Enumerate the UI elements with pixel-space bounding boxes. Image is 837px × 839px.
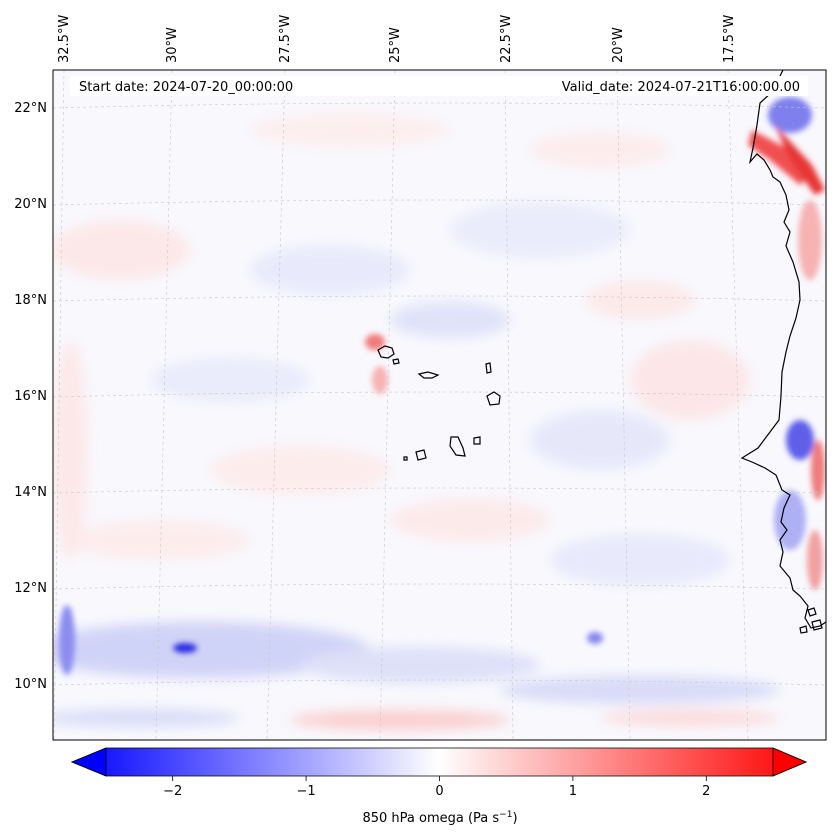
island-brava — [403, 456, 408, 461]
omega-blobs — [53, 112, 780, 730]
lon-label: 32.5°W — [57, 15, 72, 63]
africa-coastline — [740, 70, 826, 629]
latitude-labels: 22°N 20°N 18°N 16°N 14°N 12°N 10°N — [14, 101, 47, 692]
omega-strong-features — [59, 97, 825, 675]
colorbar-label-end: ) — [512, 811, 517, 826]
island-sao-vicente — [392, 358, 400, 365]
header-box — [70, 76, 808, 96]
islands-bijagos — [799, 607, 823, 634]
colorbar-body — [70, 747, 808, 777]
colorbar: −2 −1 0 1 2 850 hPa omega (Pa s−1) — [70, 747, 808, 826]
lon-label: 17.5°W — [722, 15, 737, 63]
lat-label: 16°N — [14, 389, 47, 404]
colorbar-min-extend — [70, 747, 107, 777]
lat-label: 20°N — [14, 197, 47, 212]
colorbar-tick-label: 2 — [702, 784, 710, 799]
map-frame — [52, 69, 827, 741]
coastlines — [377, 70, 826, 634]
lat-label: 10°N — [14, 677, 47, 692]
lon-label: 25°W — [388, 27, 403, 63]
island-sao-nicolau — [417, 371, 440, 379]
lat-label: 12°N — [14, 581, 47, 596]
lat-label: 14°N — [14, 485, 47, 500]
colorbar-tick-label: −1 — [297, 784, 316, 799]
colorbar-label: 850 hPa omega (Pa s−1) — [362, 810, 517, 826]
longitude-labels: 32.5°W 30°W 27.5°W 25°W 22.5°W 20°W 17.5… — [57, 15, 737, 63]
colorbar-max-extend — [772, 747, 808, 777]
island-santiago — [449, 436, 466, 457]
gridlines — [53, 70, 826, 740]
colorbar-tick-label: 1 — [569, 784, 577, 799]
island-maio — [473, 436, 481, 445]
island-fogo — [415, 449, 427, 461]
colorbar-tick-label: 0 — [435, 784, 443, 799]
lat-label: 22°N — [14, 101, 47, 116]
lon-label: 30°W — [165, 27, 180, 63]
island-sal — [485, 362, 492, 374]
lon-label: 20°W — [611, 27, 626, 63]
colorbar-tick-label: −2 — [163, 784, 182, 799]
colorbar-label-text: 850 hPa omega (Pa s — [362, 811, 499, 826]
omega-field — [53, 70, 826, 740]
start-date-label: Start date: 2024-07-20_00:00:00 — [79, 80, 293, 95]
island-santo-antao — [377, 345, 395, 359]
colorbar-label-sup: −1 — [499, 810, 512, 820]
lon-label: 22.5°W — [499, 15, 514, 63]
lon-label: 27.5°W — [278, 15, 293, 63]
island-boa-vista — [486, 391, 501, 406]
colorbar-ticks: −2 −1 0 1 2 — [163, 776, 710, 799]
valid-date-label: Valid_date: 2024-07-21T16:00:00.00 — [562, 80, 800, 95]
lat-label: 18°N — [14, 293, 47, 308]
